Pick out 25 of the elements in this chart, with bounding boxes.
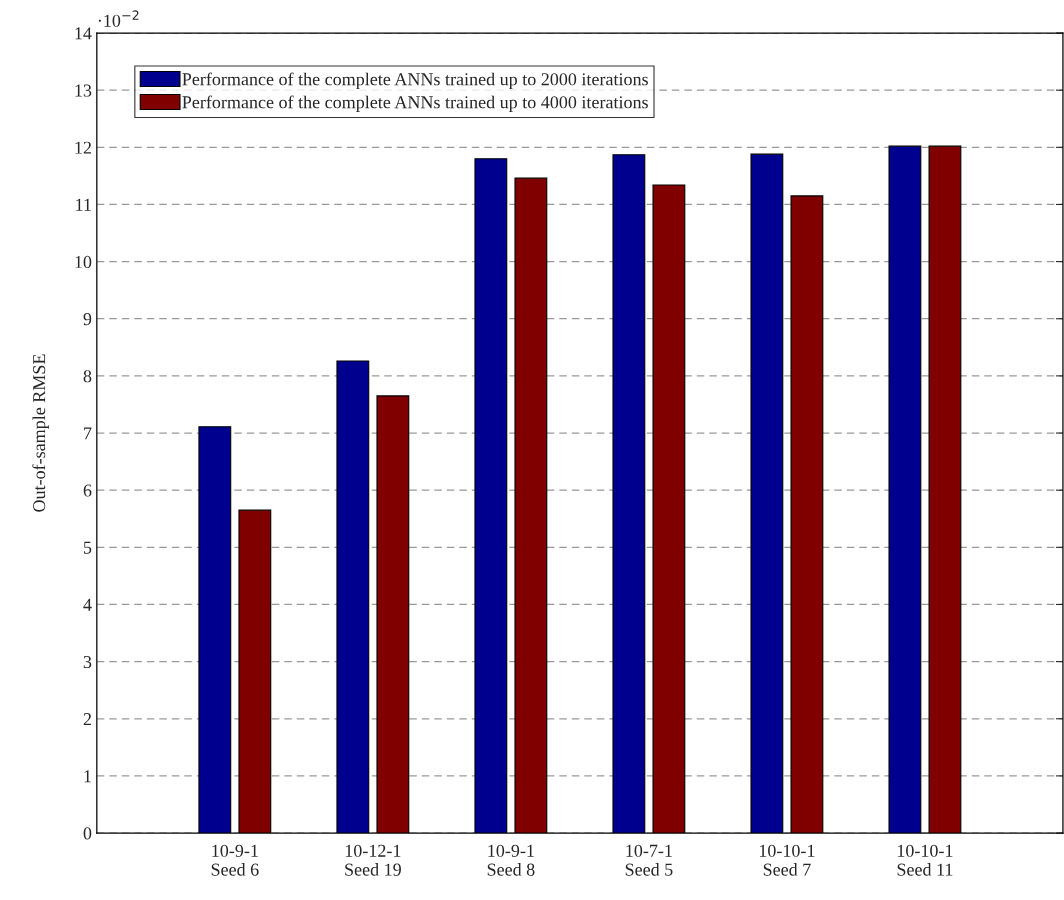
y-tick-label: 5 — [83, 541, 92, 554]
y-tick-label: 0 — [83, 827, 92, 840]
x-tick-label: 10-9-1 Seed 8 — [487, 844, 535, 876]
x-tick-label: 10-10-1 Seed 11 — [897, 844, 953, 876]
x-tick-label: 10-12-1 Seed 19 — [345, 844, 401, 876]
y-tick-label: 9 — [83, 313, 92, 326]
x-tick-label: 10-9-1 Seed 6 — [211, 844, 259, 876]
legend-label: Performance of the complete ANNs trained up to 4000 iterations — [182, 95, 648, 113]
y-tick-label: 12 — [75, 141, 91, 154]
legend-label: Performance of the complete ANNs trained up to 2000 iterations — [182, 72, 648, 90]
y-tick-label: 8 — [83, 370, 92, 383]
text: ·10$^{−2}$ — [98, 10, 139, 27]
x-tick-label: 10-10-1 Seed 7 — [759, 844, 815, 876]
y-tick-label: 7 — [84, 427, 92, 440]
y-tick-label: 6 — [83, 484, 92, 497]
y-tick-label: 14 — [75, 27, 92, 40]
y-tick-label: 10 — [75, 255, 92, 269]
y-tick-label: 4 — [83, 598, 92, 611]
y-tick-label: 1 — [84, 770, 91, 783]
x-tick-label: 10-7-1 Seed 5 — [625, 844, 673, 876]
y-tick-label: 13 — [75, 84, 92, 97]
y-axis-title: Out-of-sample RMSE — [32, 354, 49, 512]
y-tick-label: 3 — [83, 655, 92, 669]
y-tick-label: 2 — [83, 713, 91, 726]
y-tick-label: 11 — [76, 198, 91, 211]
